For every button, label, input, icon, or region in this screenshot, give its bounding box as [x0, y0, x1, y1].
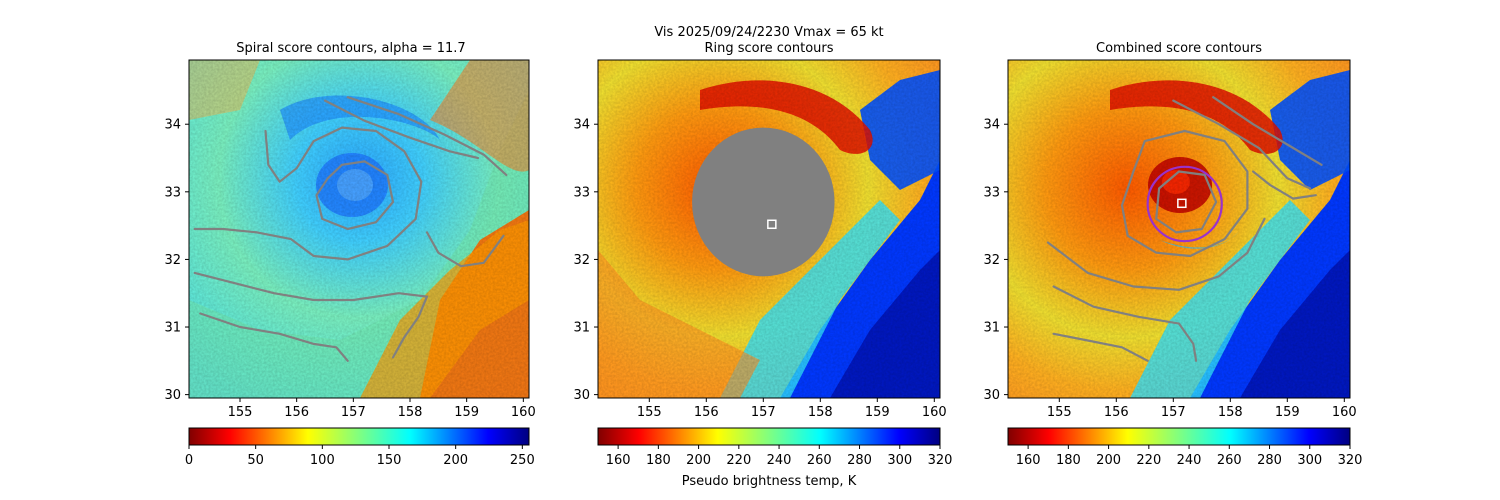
x-tick-label: 155 — [1047, 405, 1072, 420]
colorbar-tick-label: 320 — [928, 453, 953, 468]
combined-image — [1008, 60, 1350, 398]
spiral-contour-line — [1052, 285, 1198, 362]
colorbar-middle: 160 180 200 220 240 260 280 300 320 Pseudo brigh… — [597, 427, 953, 489]
y-tick-label: 30 — [164, 388, 181, 403]
x-tick-label: 155 — [637, 405, 662, 420]
spiral-contour-group — [193, 96, 508, 362]
x-tick-label: 157 — [341, 405, 366, 420]
x-tick-label: 156 — [284, 405, 309, 420]
x-tick-label: 160 — [511, 405, 536, 420]
spiral-contour-line — [1172, 99, 1312, 190]
colorbar-tick-label: 220 — [726, 453, 751, 468]
x-tick-label: 158 — [1218, 405, 1243, 420]
colorbar-tick-label: 300 — [1297, 453, 1322, 468]
spiral-contour-line — [1052, 332, 1149, 362]
y-tick-label: 34 — [983, 118, 1000, 133]
colorbar-tick-label: 220 — [1136, 453, 1161, 468]
axes-frame — [188, 59, 530, 399]
panel-title: Ring score contours — [704, 41, 833, 56]
spiral-contour-line — [425, 231, 505, 268]
colorbar-tick-label: 320 — [1338, 453, 1363, 468]
colorbar-tick-label: 250 — [510, 453, 535, 468]
x-tick-label: 159 — [1275, 405, 1300, 420]
y-tick-label: 32 — [573, 253, 590, 268]
colorbar-tick-label: 280 — [847, 453, 872, 468]
y-tick-label: 31 — [983, 321, 1000, 336]
colorbar-tick-label: 200 — [443, 453, 468, 468]
x-tick-label: 157 — [751, 405, 776, 420]
colorbar-left: 0 50 100 150 200 250 — [185, 427, 535, 468]
y-tick-label: 32 — [164, 253, 181, 268]
colorbar-tick-label: 180 — [646, 453, 671, 468]
axis-ticks: 155 156 157 158 159 160 30 31 32 33 34 — [573, 118, 946, 420]
colorbar-tick-label: 160 — [606, 453, 631, 468]
x-tick-label: 156 — [694, 405, 719, 420]
colorbar-tick-label: 260 — [1217, 453, 1242, 468]
y-tick-label: 31 — [573, 321, 590, 336]
y-tick-label: 33 — [983, 185, 1000, 200]
y-tick-label: 33 — [573, 185, 590, 200]
colorbar-tick-label: 160 — [1016, 453, 1041, 468]
y-tick-label: 32 — [983, 253, 1000, 268]
spiral-contour-line — [1252, 170, 1317, 200]
x-tick-label: 157 — [1161, 405, 1186, 420]
colorbar-tick-label: 240 — [767, 453, 792, 468]
colorbar-tick-label: 100 — [310, 453, 335, 468]
x-tick-label: 159 — [865, 405, 890, 420]
spiral-contour-line — [193, 126, 423, 261]
x-tick-label: 160 — [922, 405, 947, 420]
x-tick-label: 156 — [1104, 405, 1129, 420]
axes-frame — [1007, 59, 1351, 399]
y-tick-label: 33 — [164, 185, 181, 200]
colorbar-tick-label: 200 — [686, 453, 711, 468]
spiral-contour-line — [346, 96, 508, 176]
spiral-contour-line — [1155, 170, 1218, 234]
colorbar-tick-label: 0 — [185, 453, 193, 468]
x-tick-label: 155 — [228, 405, 253, 420]
colorbar-tick-label: 150 — [377, 453, 402, 468]
spiral-contour-line — [315, 160, 395, 231]
spiral-contour-line — [1046, 217, 1266, 291]
figure-suptitle: Vis 2025/09/24/2230 Vmax = 65 kt — [654, 25, 883, 40]
colorbar-right: 160 180 200 220 240 260 280 300 320 — [1007, 427, 1363, 468]
colorbar-tick-label: 300 — [887, 453, 912, 468]
y-tick-label: 30 — [983, 388, 1000, 403]
panel-ring: Ring score contours Vis 2025/09/24/2230 … — [573, 25, 946, 420]
ring-image — [598, 60, 940, 398]
axis-ticks: 155 156 157 158 159 160 30 31 32 33 34 — [164, 118, 535, 420]
spiral-image — [189, 60, 529, 398]
y-tick-label: 34 — [573, 118, 590, 133]
y-tick-label: 30 — [573, 388, 590, 403]
axes-frame — [597, 59, 941, 399]
colorbar-label: Pseudo brightness temp, K — [682, 474, 857, 489]
colorbar-tick-label: 200 — [1096, 453, 1121, 468]
colorbar-tick-label: 280 — [1257, 453, 1282, 468]
y-tick-label: 31 — [164, 321, 181, 336]
combined-contour-group — [1046, 96, 1323, 362]
x-tick-label: 158 — [808, 405, 833, 420]
ring-mask — [692, 127, 835, 277]
center-marker — [767, 219, 777, 230]
panel-title: Combined score contours — [1096, 41, 1262, 56]
x-tick-label: 158 — [398, 405, 423, 420]
colorbar-tick-label: 180 — [1056, 453, 1081, 468]
y-tick-label: 34 — [164, 118, 181, 133]
x-tick-label: 159 — [454, 405, 479, 420]
center-marker — [1177, 198, 1187, 209]
colorbar-tick-label: 260 — [807, 453, 832, 468]
best-ring-circle — [1146, 165, 1223, 243]
spiral-contour-line — [323, 99, 480, 160]
panel-title: Spiral score contours, alpha = 11.7 — [236, 41, 465, 56]
spiral-contour-line — [1120, 129, 1249, 258]
colorbar-tick-label: 240 — [1177, 453, 1202, 468]
x-tick-label: 160 — [1332, 405, 1357, 420]
panel-combined: Combined score contours 155 156 157 158 159 1… — [983, 41, 1356, 420]
panel-spiral: Spiral score contours, alpha = 11.7 155 1… — [164, 41, 535, 420]
colorbar-tick-label: 50 — [247, 453, 264, 468]
spiral-contour-line — [1212, 96, 1323, 166]
axis-ticks: 155 156 157 158 159 160 30 31 32 33 34 — [983, 118, 1356, 420]
spiral-contour-line — [199, 312, 349, 362]
spiral-contour-line — [193, 271, 429, 359]
